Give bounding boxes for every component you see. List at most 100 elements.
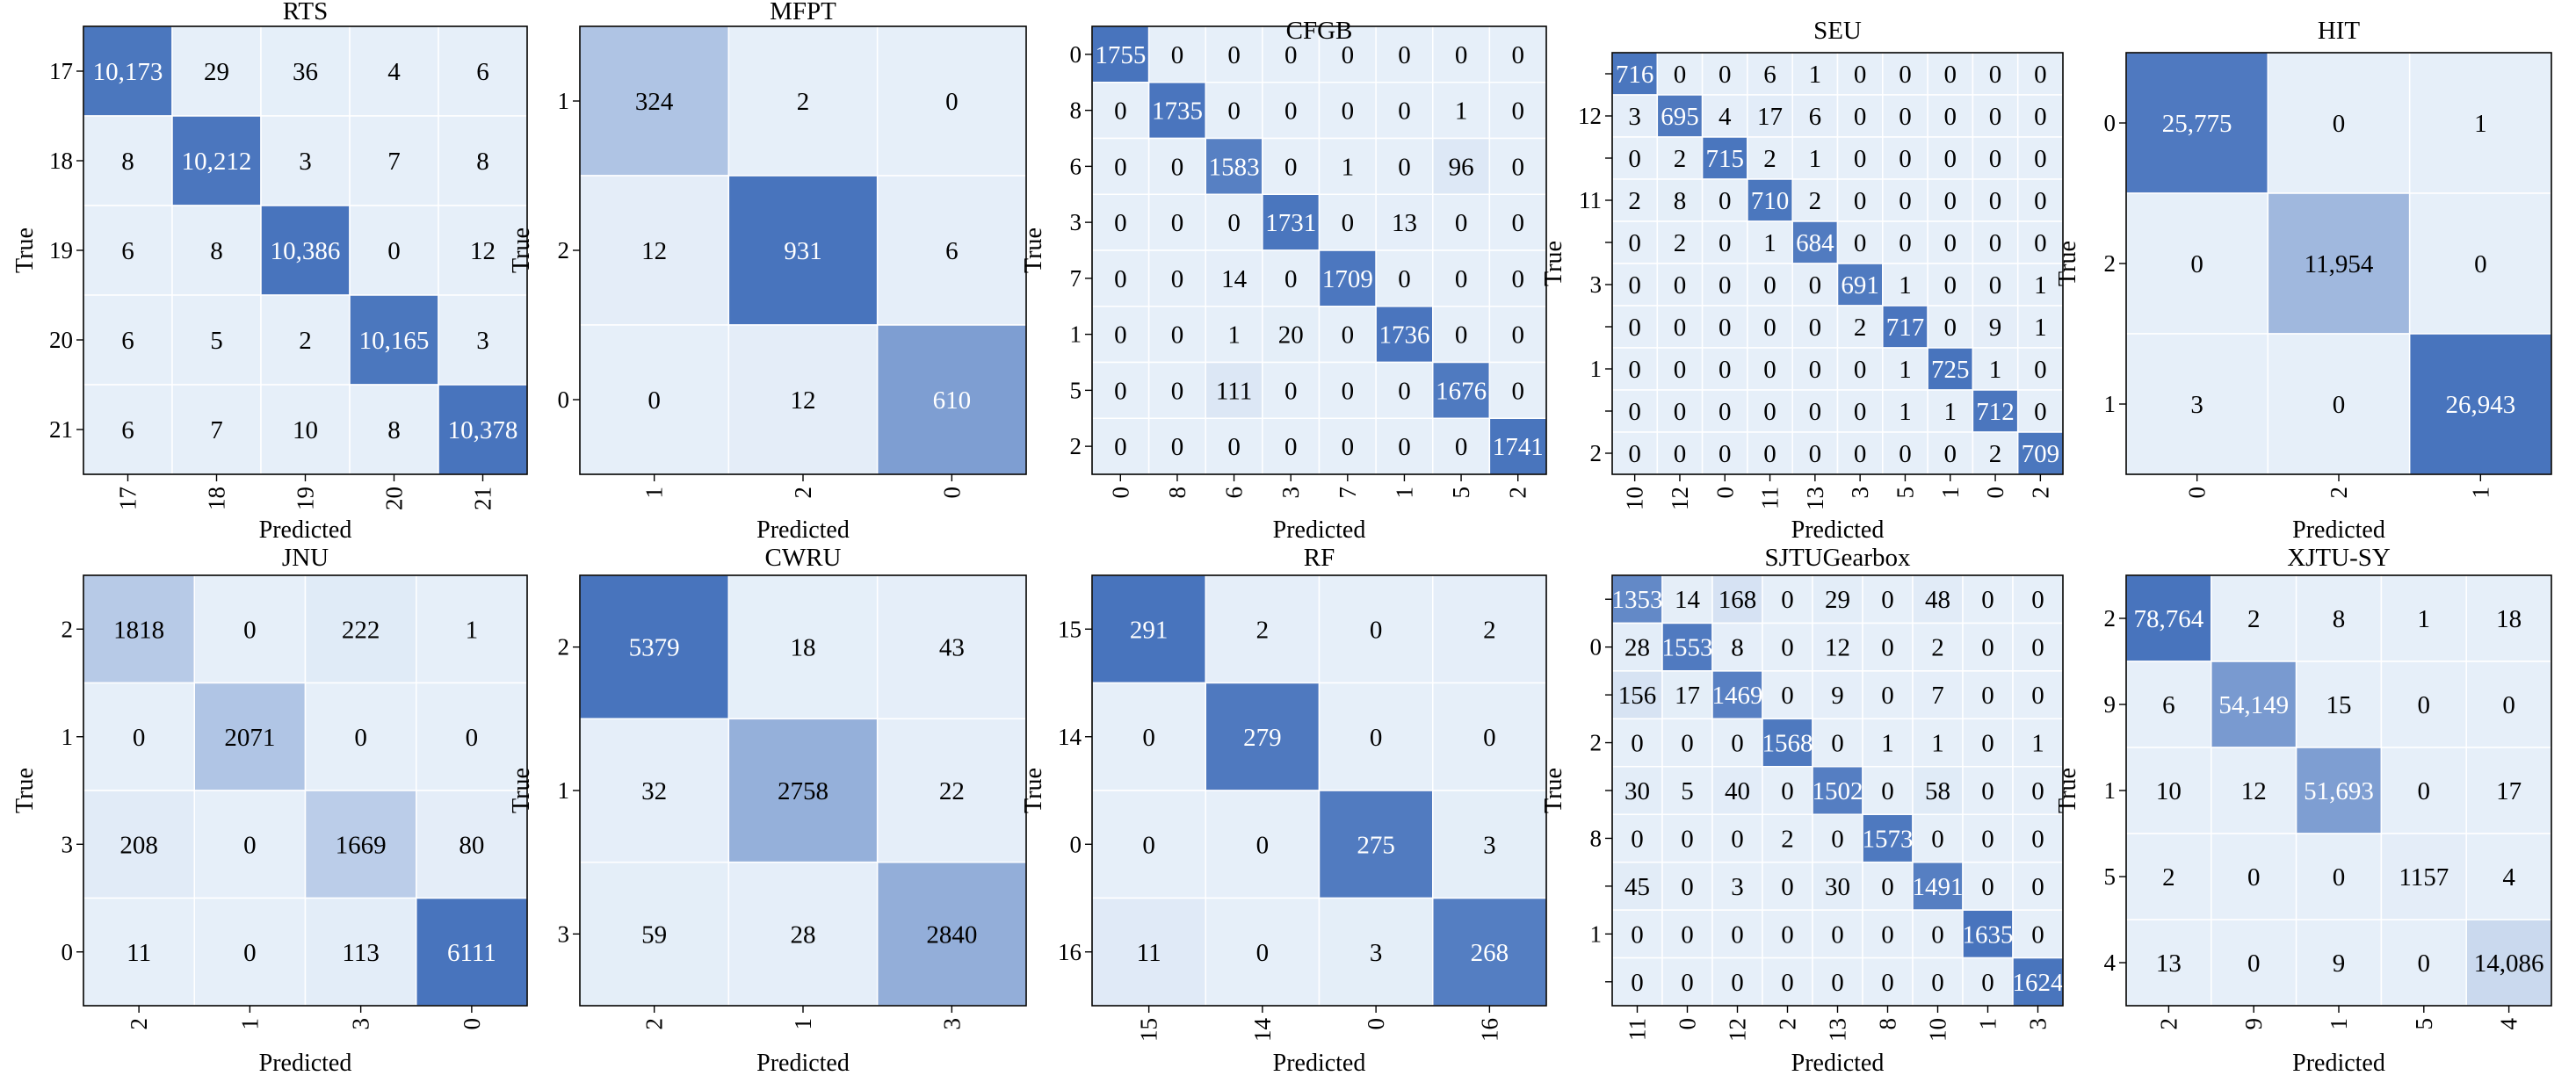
y-tick-label: 5 bbox=[1070, 377, 1082, 403]
heatmap-cell bbox=[1318, 417, 1377, 475]
cell-value: 1469 bbox=[1712, 682, 1763, 710]
cell-value: 0 bbox=[945, 88, 959, 116]
cell-value: 0 bbox=[1781, 586, 1794, 614]
confusion-matrix-jnu: 1818 0 222 1 0 2071 0 0 208 0 1669 80 11 0 113 6111 2 1 3 0… bbox=[11, 544, 528, 1077]
heatmap-cell bbox=[1972, 389, 2019, 433]
cell-value: 9 bbox=[1989, 314, 2002, 342]
heatmap-cell bbox=[1747, 431, 1793, 475]
cell-value: 0 bbox=[1731, 825, 1744, 853]
cell-value: 10 bbox=[2156, 777, 2182, 805]
y-tick-label: 19 bbox=[49, 237, 73, 264]
heatmap-cell bbox=[1972, 220, 2019, 264]
cell-value: 78,764 bbox=[2134, 605, 2204, 633]
heatmap-cell bbox=[83, 384, 173, 475]
cell-value: 0 bbox=[1628, 356, 1641, 384]
heatmap-cell bbox=[1262, 249, 1321, 307]
cell-value: 0 bbox=[2031, 921, 2044, 949]
cell-value: 11 bbox=[127, 939, 151, 967]
cell-value: 1568 bbox=[1762, 730, 1813, 758]
cell-value: 0 bbox=[2034, 398, 2047, 426]
heatmap-cell bbox=[416, 574, 528, 684]
x-tick-label: 2 bbox=[641, 1018, 668, 1030]
cell-value: 0 bbox=[1284, 97, 1298, 126]
cell-value: 12 bbox=[791, 386, 816, 415]
cell-value: 0 bbox=[1681, 825, 1694, 853]
heatmap-cell bbox=[1432, 361, 1491, 419]
cell-value: 0 bbox=[1398, 153, 1411, 181]
cell-value: 54,149 bbox=[2218, 691, 2289, 719]
cell-value: 5379 bbox=[629, 634, 680, 662]
x-tick-label: 3 bbox=[1847, 487, 1873, 499]
cell-value: 7 bbox=[387, 148, 401, 176]
cell-value: 0 bbox=[1114, 321, 1127, 350]
heatmap-cell bbox=[1862, 574, 1914, 625]
cell-value: 13 bbox=[2156, 949, 2182, 978]
heatmap-cell bbox=[2125, 661, 2212, 748]
cell-value: 6 bbox=[476, 58, 489, 86]
cell-value: 36 bbox=[293, 58, 318, 86]
heatmap-cell bbox=[2125, 333, 2269, 475]
cell-value: 717 bbox=[1886, 314, 1925, 342]
cell-value: 3 bbox=[1628, 103, 1641, 131]
heatmap-cell bbox=[1747, 220, 1793, 264]
heatmap-cell bbox=[1375, 137, 1434, 195]
heatmap-cell bbox=[1147, 82, 1206, 140]
cell-value: 0 bbox=[1881, 634, 1894, 662]
cell-value: 0 bbox=[1370, 724, 1383, 752]
heatmap-cell bbox=[1432, 897, 1547, 1007]
cell-value: 11 bbox=[1137, 939, 1161, 967]
cell-value: 8 bbox=[387, 416, 401, 444]
cell-value: 6 bbox=[1763, 61, 1776, 89]
cell-value: 0 bbox=[1631, 921, 1644, 949]
cell-value: 0 bbox=[1719, 229, 1732, 257]
cell-value: 725 bbox=[1931, 356, 1970, 384]
heatmap-cell bbox=[304, 790, 417, 899]
cell-value: 275 bbox=[1357, 831, 1395, 859]
heatmap-cell bbox=[1927, 305, 1974, 349]
heatmap-cell bbox=[2211, 833, 2297, 921]
cell-value: 1 bbox=[1931, 730, 1944, 758]
panel-title: JNU bbox=[282, 544, 329, 572]
confusion-matrix-cfgb: 1755 0 0 0 0 0 0 00 1735 0 0 0 0 1 00 0 1583 0 1 0 96 00 0 0 173… bbox=[1020, 17, 1547, 544]
y-tick-label: 0 bbox=[1070, 41, 1082, 68]
heatmap-cell bbox=[2465, 919, 2552, 1007]
heatmap-cell bbox=[1262, 82, 1321, 140]
heatmap-cell bbox=[1711, 622, 1763, 672]
x-tick-label: 13 bbox=[1802, 487, 1828, 510]
cell-value: 8 bbox=[1731, 634, 1744, 662]
cell-value: 3 bbox=[476, 327, 489, 355]
cell-value: 0 bbox=[1628, 271, 1641, 300]
cell-value: 0 bbox=[1171, 321, 1184, 350]
heatmap-cell bbox=[1701, 431, 1748, 475]
plot-frame bbox=[1611, 52, 2064, 475]
panel-title: CFGB bbox=[1286, 17, 1353, 45]
cell-value: 0 bbox=[1944, 229, 1957, 257]
heatmap-cell bbox=[1836, 389, 1884, 433]
cell-value: 0 bbox=[1256, 831, 1270, 859]
cell-value: 1818 bbox=[113, 616, 164, 644]
y-tick-label: 11 bbox=[1579, 187, 1602, 213]
heatmap-cell bbox=[193, 682, 307, 791]
cell-value: 0 bbox=[1763, 356, 1776, 384]
cell-value: 709 bbox=[2022, 440, 2060, 468]
cell-value: 0 bbox=[1989, 61, 2002, 89]
cell-value: 0 bbox=[1631, 825, 1644, 853]
heatmap-cell bbox=[876, 175, 1027, 326]
cell-value: 12 bbox=[470, 237, 496, 265]
heatmap-cell bbox=[1836, 347, 1884, 391]
x-tick-label: 13 bbox=[1825, 1018, 1851, 1042]
cell-value: 111 bbox=[1216, 377, 1252, 405]
cell-value: 1491 bbox=[1913, 873, 1964, 901]
heatmap-cell bbox=[1927, 220, 1974, 264]
heatmap-cell bbox=[1611, 136, 1659, 180]
heatmap-cell bbox=[1432, 682, 1547, 791]
cell-value: 30 bbox=[1624, 777, 1650, 805]
cell-value: 324 bbox=[635, 88, 674, 116]
cell-value: 710 bbox=[1751, 187, 1790, 215]
cell-value: 2758 bbox=[778, 777, 829, 805]
heatmap-cell bbox=[1318, 790, 1434, 899]
cell-value: 0 bbox=[1455, 433, 1468, 461]
cell-value: 0 bbox=[2031, 777, 2044, 805]
cell-value: 28 bbox=[1624, 634, 1650, 662]
